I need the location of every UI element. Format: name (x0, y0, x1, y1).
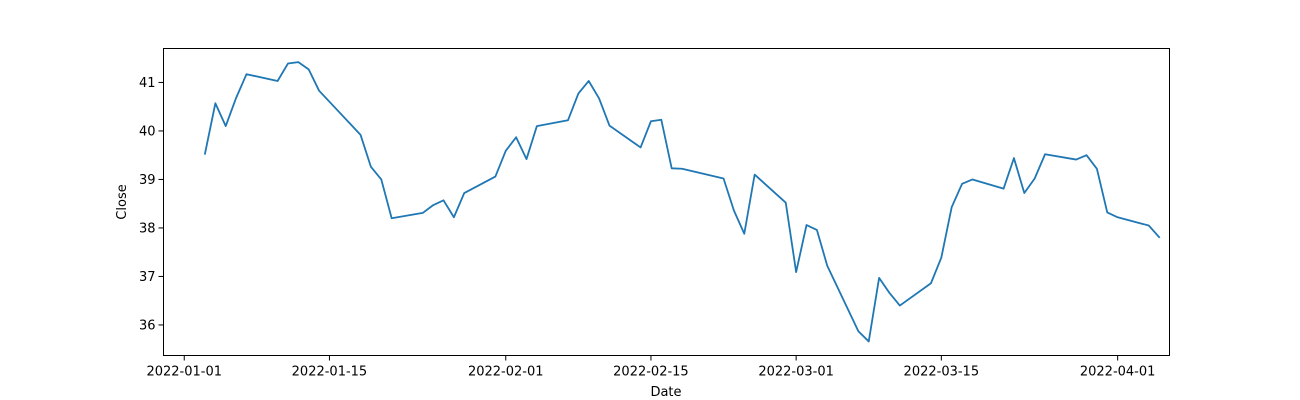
x-tick-label: 2022-02-15 (613, 365, 689, 380)
y-tick-label: 38 (139, 221, 156, 236)
y-tick-label: 39 (139, 173, 156, 188)
y-axis-label: Close (115, 184, 130, 219)
plot-background (163, 48, 1170, 356)
x-tick-label: 2022-01-01 (146, 365, 222, 380)
x-tick-label: 2022-02-01 (468, 365, 544, 380)
x-tick-label: 2022-03-01 (758, 365, 834, 380)
x-tick-label: 2022-03-15 (904, 365, 980, 380)
y-tick-label: 41 (139, 76, 156, 91)
y-tick-label: 37 (139, 270, 156, 285)
x-tick-label: 2022-04-01 (1080, 365, 1156, 380)
series-line (203, 61, 1161, 343)
x-tick-label: 2022-01-15 (292, 365, 368, 380)
y-tick-label: 36 (139, 318, 156, 333)
y-axis: 36 37 38 39 40 41 (139, 76, 164, 333)
x-axis-label: Date (650, 385, 681, 400)
plot-frame (163, 48, 1170, 356)
y-tick-label: 40 (139, 124, 156, 139)
x-axis: 2022-01-01 2022-01-15 2022-02-01 2022-02-15… (146, 355, 1156, 380)
